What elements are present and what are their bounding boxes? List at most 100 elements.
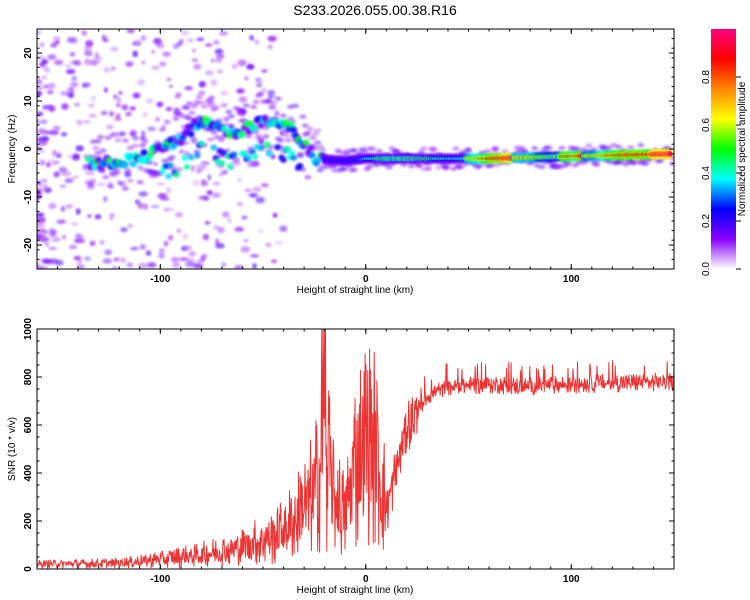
spectrogram-blob [92,145,100,151]
spectrogram-blob [225,109,233,115]
spectrogram-blob [274,144,281,151]
spectrogram-blob [41,119,48,125]
spectrogram-blob [52,36,61,41]
spectrogram-blob [135,199,140,205]
spectrogram-blob [220,149,228,156]
spectrogram-blob [192,179,201,187]
spectrogram-blob [222,116,230,122]
spectrogram-blob [218,137,226,143]
spectrogram-blob [249,254,260,258]
spectrogram-blob [218,160,226,167]
spectrogram-blob [104,249,113,255]
spectrogram-blob [420,146,428,151]
colorbar-label: Normalized spectral amplitude [737,81,748,216]
spectrogram-blob [255,134,263,139]
spectrogram-blob [54,160,61,165]
spectrogram-blob [58,166,67,173]
spectrogram-blob [102,175,110,180]
spectrogram-blob [129,106,136,111]
spectrogram-blob [111,265,118,269]
spectrogram-blob [309,135,317,140]
spectrogram-blob [351,167,359,172]
spectrogram-blob [37,56,46,60]
spectrogram-blob [311,131,319,136]
spectrogram-blob [188,110,196,116]
spectrogram-blob [214,48,224,55]
spectrogram-blob [430,147,438,152]
spectrogram-blob [67,86,75,94]
spectrogram-blob [119,131,127,136]
spectrogram-blob [190,103,198,109]
spectrogram-blob [234,226,245,232]
spectrogram-blob [308,151,316,159]
spectrogram-blob [70,39,79,44]
spectrogram-blob [210,58,215,64]
spectrogram-blob [126,262,134,268]
spectrogram-blob [41,58,48,65]
spectrogram-blob [558,145,566,151]
spectrogram-blob [168,234,174,241]
spectrogram-blob [109,111,114,117]
spectrogram-blob [237,178,242,182]
spectrogram-blob [126,29,135,34]
spectrogram-blob [155,116,160,123]
spectrogram-blob [176,228,182,233]
spectrogram-blob [236,201,244,207]
spectrogram-blob [42,105,52,111]
spectrogram-blob [39,42,45,48]
spectrogram-blob [130,160,137,168]
spectrogram-blob [71,222,79,227]
spectrogram-blob [53,59,64,66]
spectrogram-blob [165,106,173,112]
spectrogram-blob [288,121,296,129]
spectrogram-blob [210,144,217,151]
spectrogram-blob [99,148,107,153]
spectrogram-blob [65,69,76,75]
spectrogram-blob [44,242,50,247]
spectrogram-blob [44,130,52,135]
spectrogram-blob [213,135,221,140]
snr-ytick-label-2: 400 [23,464,34,481]
spectrogram-blob [138,191,148,197]
spectrogram-blob [61,171,72,177]
spectrogram-blob [501,149,509,154]
spectrogram-ytick-label-2: 0 [23,146,34,152]
spectrogram-blob [87,214,92,218]
spectrogram-blob [168,155,176,160]
spectrogram-blob [62,235,67,240]
spectrogram-blob [249,149,256,156]
spectrogram-blob [217,226,225,234]
spectrogram-blob [37,196,41,201]
spectrogram-blob [200,255,206,263]
spectrogram-blob [151,49,156,54]
spectrogram-blob [141,60,146,65]
spectrogram-blob [234,265,244,269]
spectrogram-blob [255,196,266,204]
spectrogram-blob [139,243,146,250]
spectrogram-blob [50,42,58,48]
spectrogram-blob [118,91,123,95]
spectrogram-blob [282,132,290,138]
spectrogram-blob [155,182,166,186]
spectrogram-blob [140,149,148,157]
spectrogram-blob [160,197,170,201]
spectrogram-blob [165,173,172,180]
spectrogram-blob [151,65,161,70]
spectrogram-blob [236,88,245,94]
spectrogram-blob [73,102,81,107]
spectrogram-blob [110,66,116,71]
spectrogram-blob [185,261,196,268]
spectrogram-blob [240,109,248,114]
snr-ylabel: SNR (10 * v/v) [7,417,18,481]
spectrogram-blob [290,154,298,161]
spectrogram-blob [61,103,69,110]
spectrogram-blob [301,123,309,128]
spectrogram-blob [51,236,61,243]
spectrogram-blob [210,79,218,86]
spectrogram-blob [37,91,43,96]
spectrogram-blob [219,31,229,36]
spectrogram-blob [208,95,216,101]
spectrogram-blob [107,184,115,189]
spectrogram-blob [137,78,146,86]
